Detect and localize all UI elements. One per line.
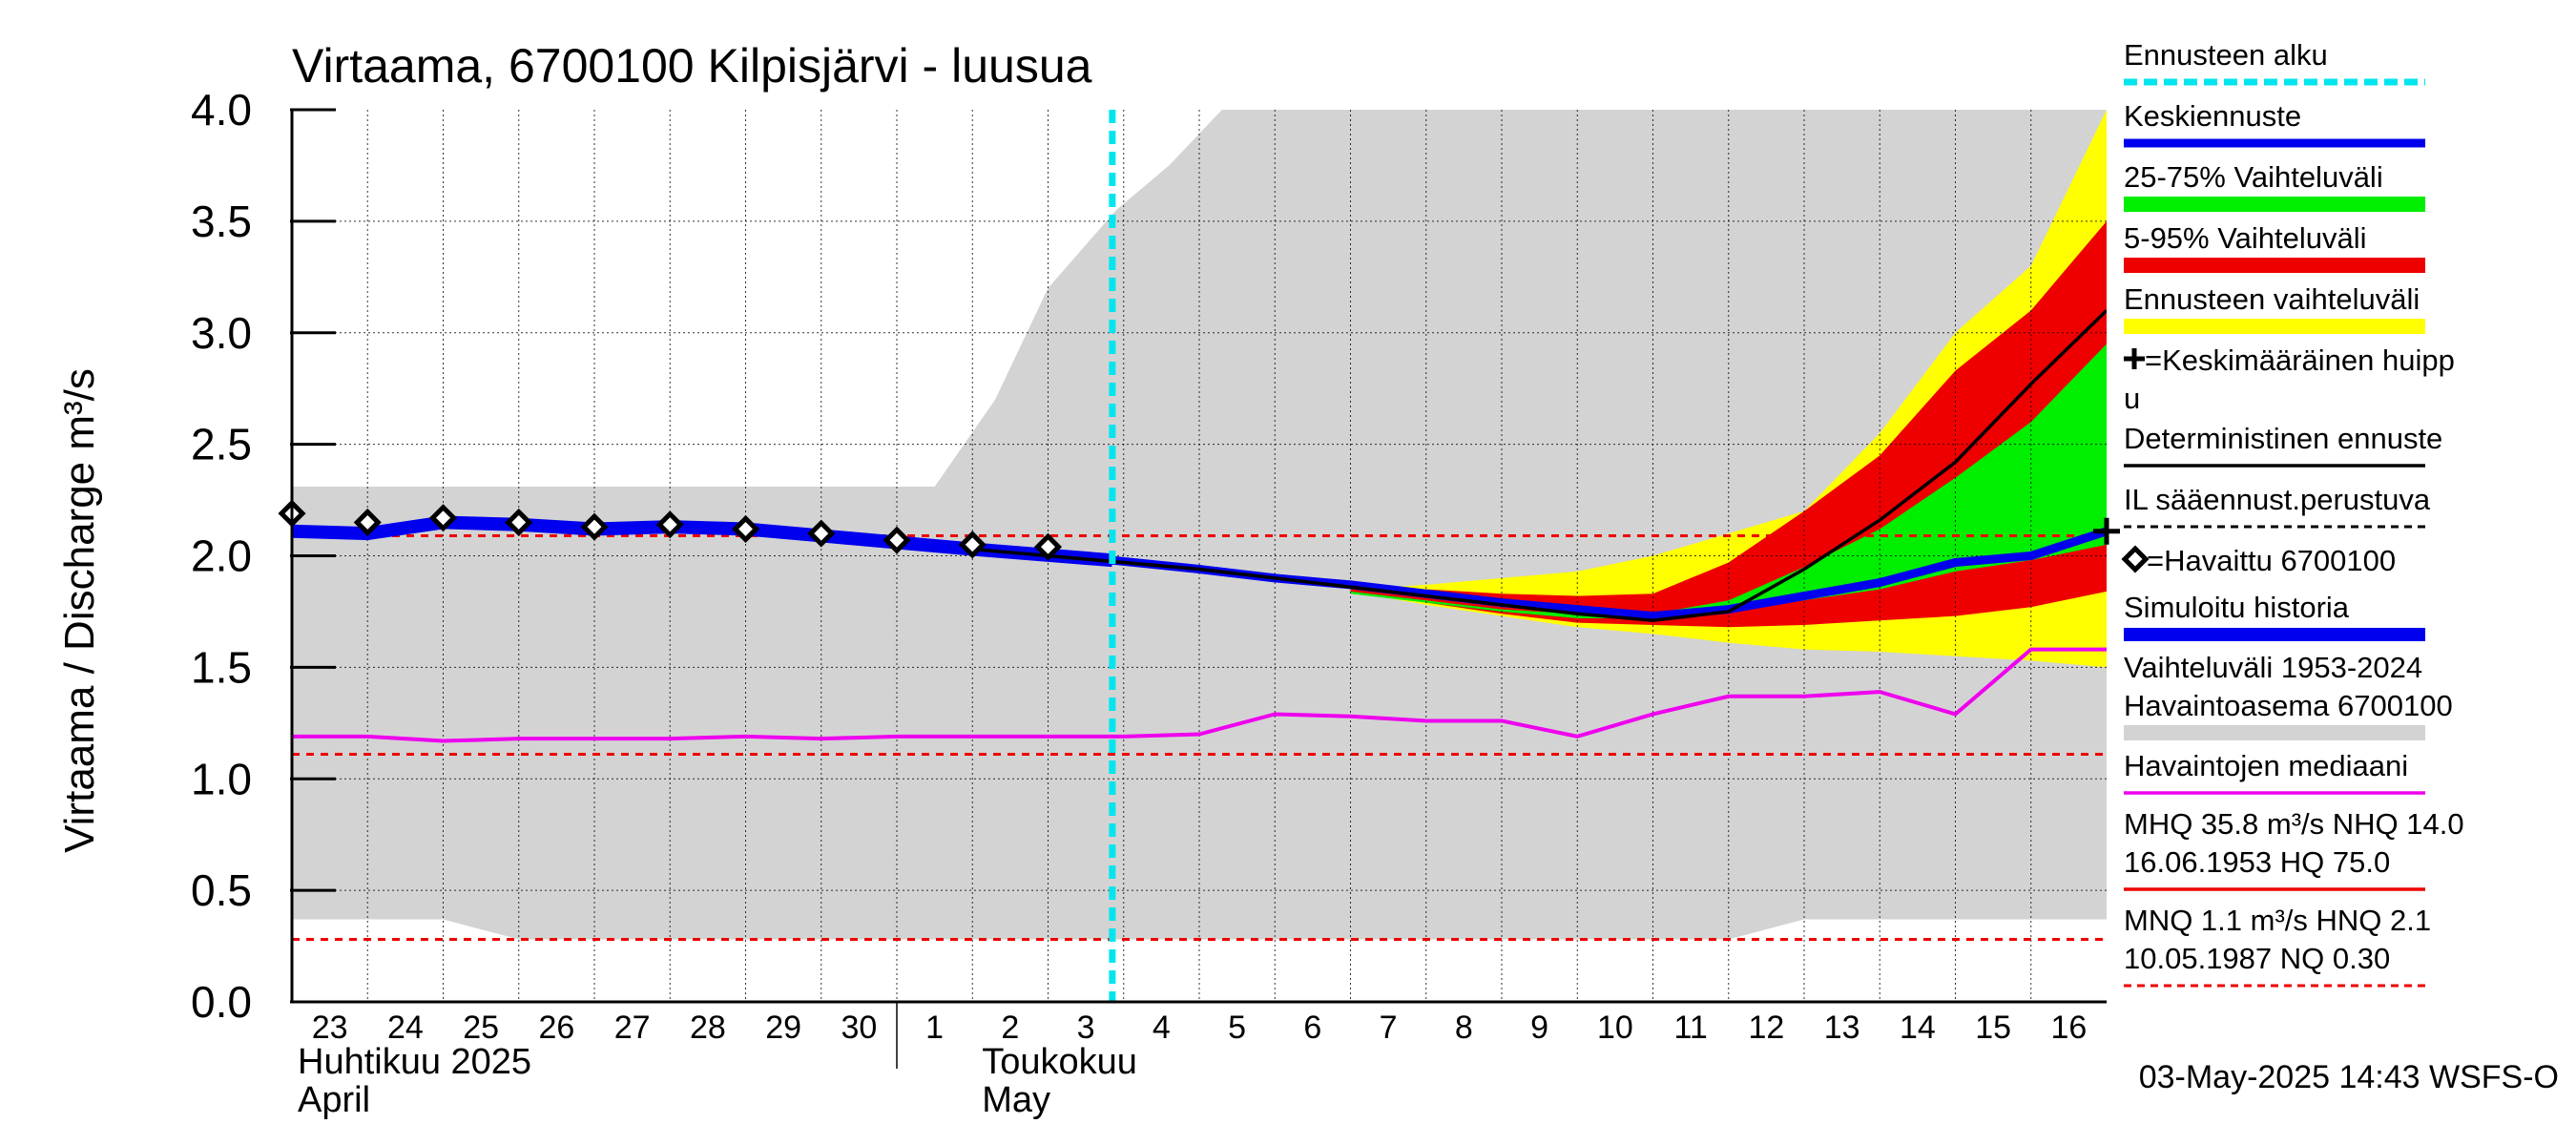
legend-label: Ennusteen alku <box>2124 38 2328 72</box>
x-tick-label: 11 <box>1673 1010 1707 1046</box>
y-tick-label: 2.0 <box>191 531 252 581</box>
x-tick-label: 30 <box>841 1010 877 1046</box>
month-label-may-fi: Toukokuu <box>982 1042 1137 1082</box>
observed-point <box>353 508 382 536</box>
x-tick-label: 15 <box>1975 1010 2011 1046</box>
x-tick-label: 7 <box>1380 1010 1398 1046</box>
legend: Ennusteen alku Keskiennuste 25-75% Vaihtel… <box>2121 38 2464 988</box>
x-tick-label: 16 <box>2050 1010 2087 1046</box>
observed-point <box>883 526 911 554</box>
y-tick-label: 1.0 <box>191 754 252 803</box>
y-tick-label: 0.0 <box>191 977 252 1027</box>
observed-point <box>580 512 609 541</box>
x-tick-label: 10 <box>1597 1010 1633 1046</box>
y-tick-label: 3.0 <box>191 308 252 358</box>
legend-label-line2: u <box>2124 382 2140 415</box>
legend-label: Deterministinen ennuste <box>2124 422 2442 455</box>
legend-label: Simuloitu historia <box>2124 591 2350 624</box>
observed-point <box>1033 532 1063 561</box>
legend-label: 5-95% Vaihteluväli <box>2124 221 2366 255</box>
x-tick-label: 1 <box>925 1010 944 1046</box>
y-tick-label: 0.5 <box>191 865 252 915</box>
x-tick-label: 24 <box>387 1010 424 1046</box>
legend-label-line2: Havaintoasema 6700100 <box>2124 689 2453 722</box>
legend-observed-marker <box>2121 545 2150 573</box>
axes: 0.00.51.01.52.02.53.03.54.023 24 25 26 27 28 2… <box>191 85 2107 1120</box>
timestamp-footer: 03-May-2025 14:43 WSFS-O <box>2139 1059 2559 1095</box>
x-tick-label: 27 <box>614 1010 651 1046</box>
x-tick-label: 14 <box>1900 1010 1936 1046</box>
legend-label: MNQ 1.1 m³/s HNQ 2.1 <box>2124 904 2431 937</box>
deterministic-forecast-line <box>972 309 2107 623</box>
x-tick-label: 5 <box>1228 1010 1246 1046</box>
legend-label: Ennusteen vaihteluväli <box>2124 282 2420 316</box>
legend-label: MHQ 35.8 m³/s NHQ 14.0 <box>2124 807 2464 841</box>
history-range-band <box>292 110 2107 940</box>
legend-swatch <box>2124 319 2425 334</box>
legend-label-line2: 10.05.1987 NQ 0.30 <box>2124 942 2390 975</box>
y-axis-label: Virtaama / Discharge m³/s <box>56 368 103 853</box>
plot-area <box>278 110 2120 1002</box>
median-line <box>292 647 2107 743</box>
chart-title: Virtaama, 6700100 Kilpisjärvi - luusua <box>292 39 1092 93</box>
legend-label: Vaihteluväli 1953-2024 <box>2124 651 2422 684</box>
month-label-april-en: April <box>298 1080 370 1120</box>
x-tick-label: 3 <box>1077 1010 1095 1046</box>
x-tick-label: 2 <box>1001 1010 1019 1046</box>
observed-point <box>731 514 760 543</box>
observed-point <box>655 510 684 539</box>
observed-point <box>958 531 987 559</box>
legend-swatch <box>2124 197 2425 212</box>
x-tick-label: 6 <box>1303 1010 1321 1046</box>
mean-peak-marker <box>2093 517 2120 545</box>
x-tick-label: 12 <box>1748 1010 1784 1046</box>
x-tick-label: 29 <box>765 1010 801 1046</box>
plot-content <box>292 110 2107 1002</box>
legend-label: =Havaittu 6700100 <box>2147 544 2396 577</box>
legend-label: 25-75% Vaihteluväli <box>2124 160 2383 194</box>
x-tick-label: 25 <box>463 1010 499 1046</box>
observed-point <box>505 508 533 536</box>
legend-label: Keskiennuste <box>2124 99 2301 133</box>
observed-point <box>807 519 836 548</box>
x-tick-label: 26 <box>538 1010 574 1046</box>
month-label-may-en: May <box>982 1080 1050 1120</box>
legend-label: =Keskimääräinen huipp <box>2145 344 2455 377</box>
legend-swatch <box>2124 258 2425 273</box>
x-tick-label: 23 <box>312 1010 348 1046</box>
legend-label: IL sääennust.perustuva <box>2124 483 2431 516</box>
legend-swatch <box>2124 628 2425 641</box>
y-tick-label: 4.0 <box>191 85 252 135</box>
x-tick-label: 13 <box>1824 1010 1860 1046</box>
legend-label-line2: 16.06.1953 HQ 75.0 <box>2124 845 2390 879</box>
x-tick-label: 9 <box>1530 1010 1548 1046</box>
y-tick-label: 1.5 <box>191 642 252 692</box>
x-tick-label: 4 <box>1153 1010 1171 1046</box>
month-label-april-fi: Huhtikuu 2025 <box>298 1042 531 1082</box>
legend-peak-marker <box>2124 348 2145 369</box>
y-tick-label: 2.5 <box>191 420 252 469</box>
y-tick-label: 3.5 <box>191 197 252 246</box>
observed-point <box>428 504 458 532</box>
x-tick-label: 28 <box>690 1010 726 1046</box>
legend-label: Havaintojen mediaani <box>2124 749 2408 782</box>
legend-swatch <box>2124 725 2425 740</box>
range-25-75-band <box>1350 344 2107 618</box>
x-tick-label: 8 <box>1455 1010 1473 1046</box>
